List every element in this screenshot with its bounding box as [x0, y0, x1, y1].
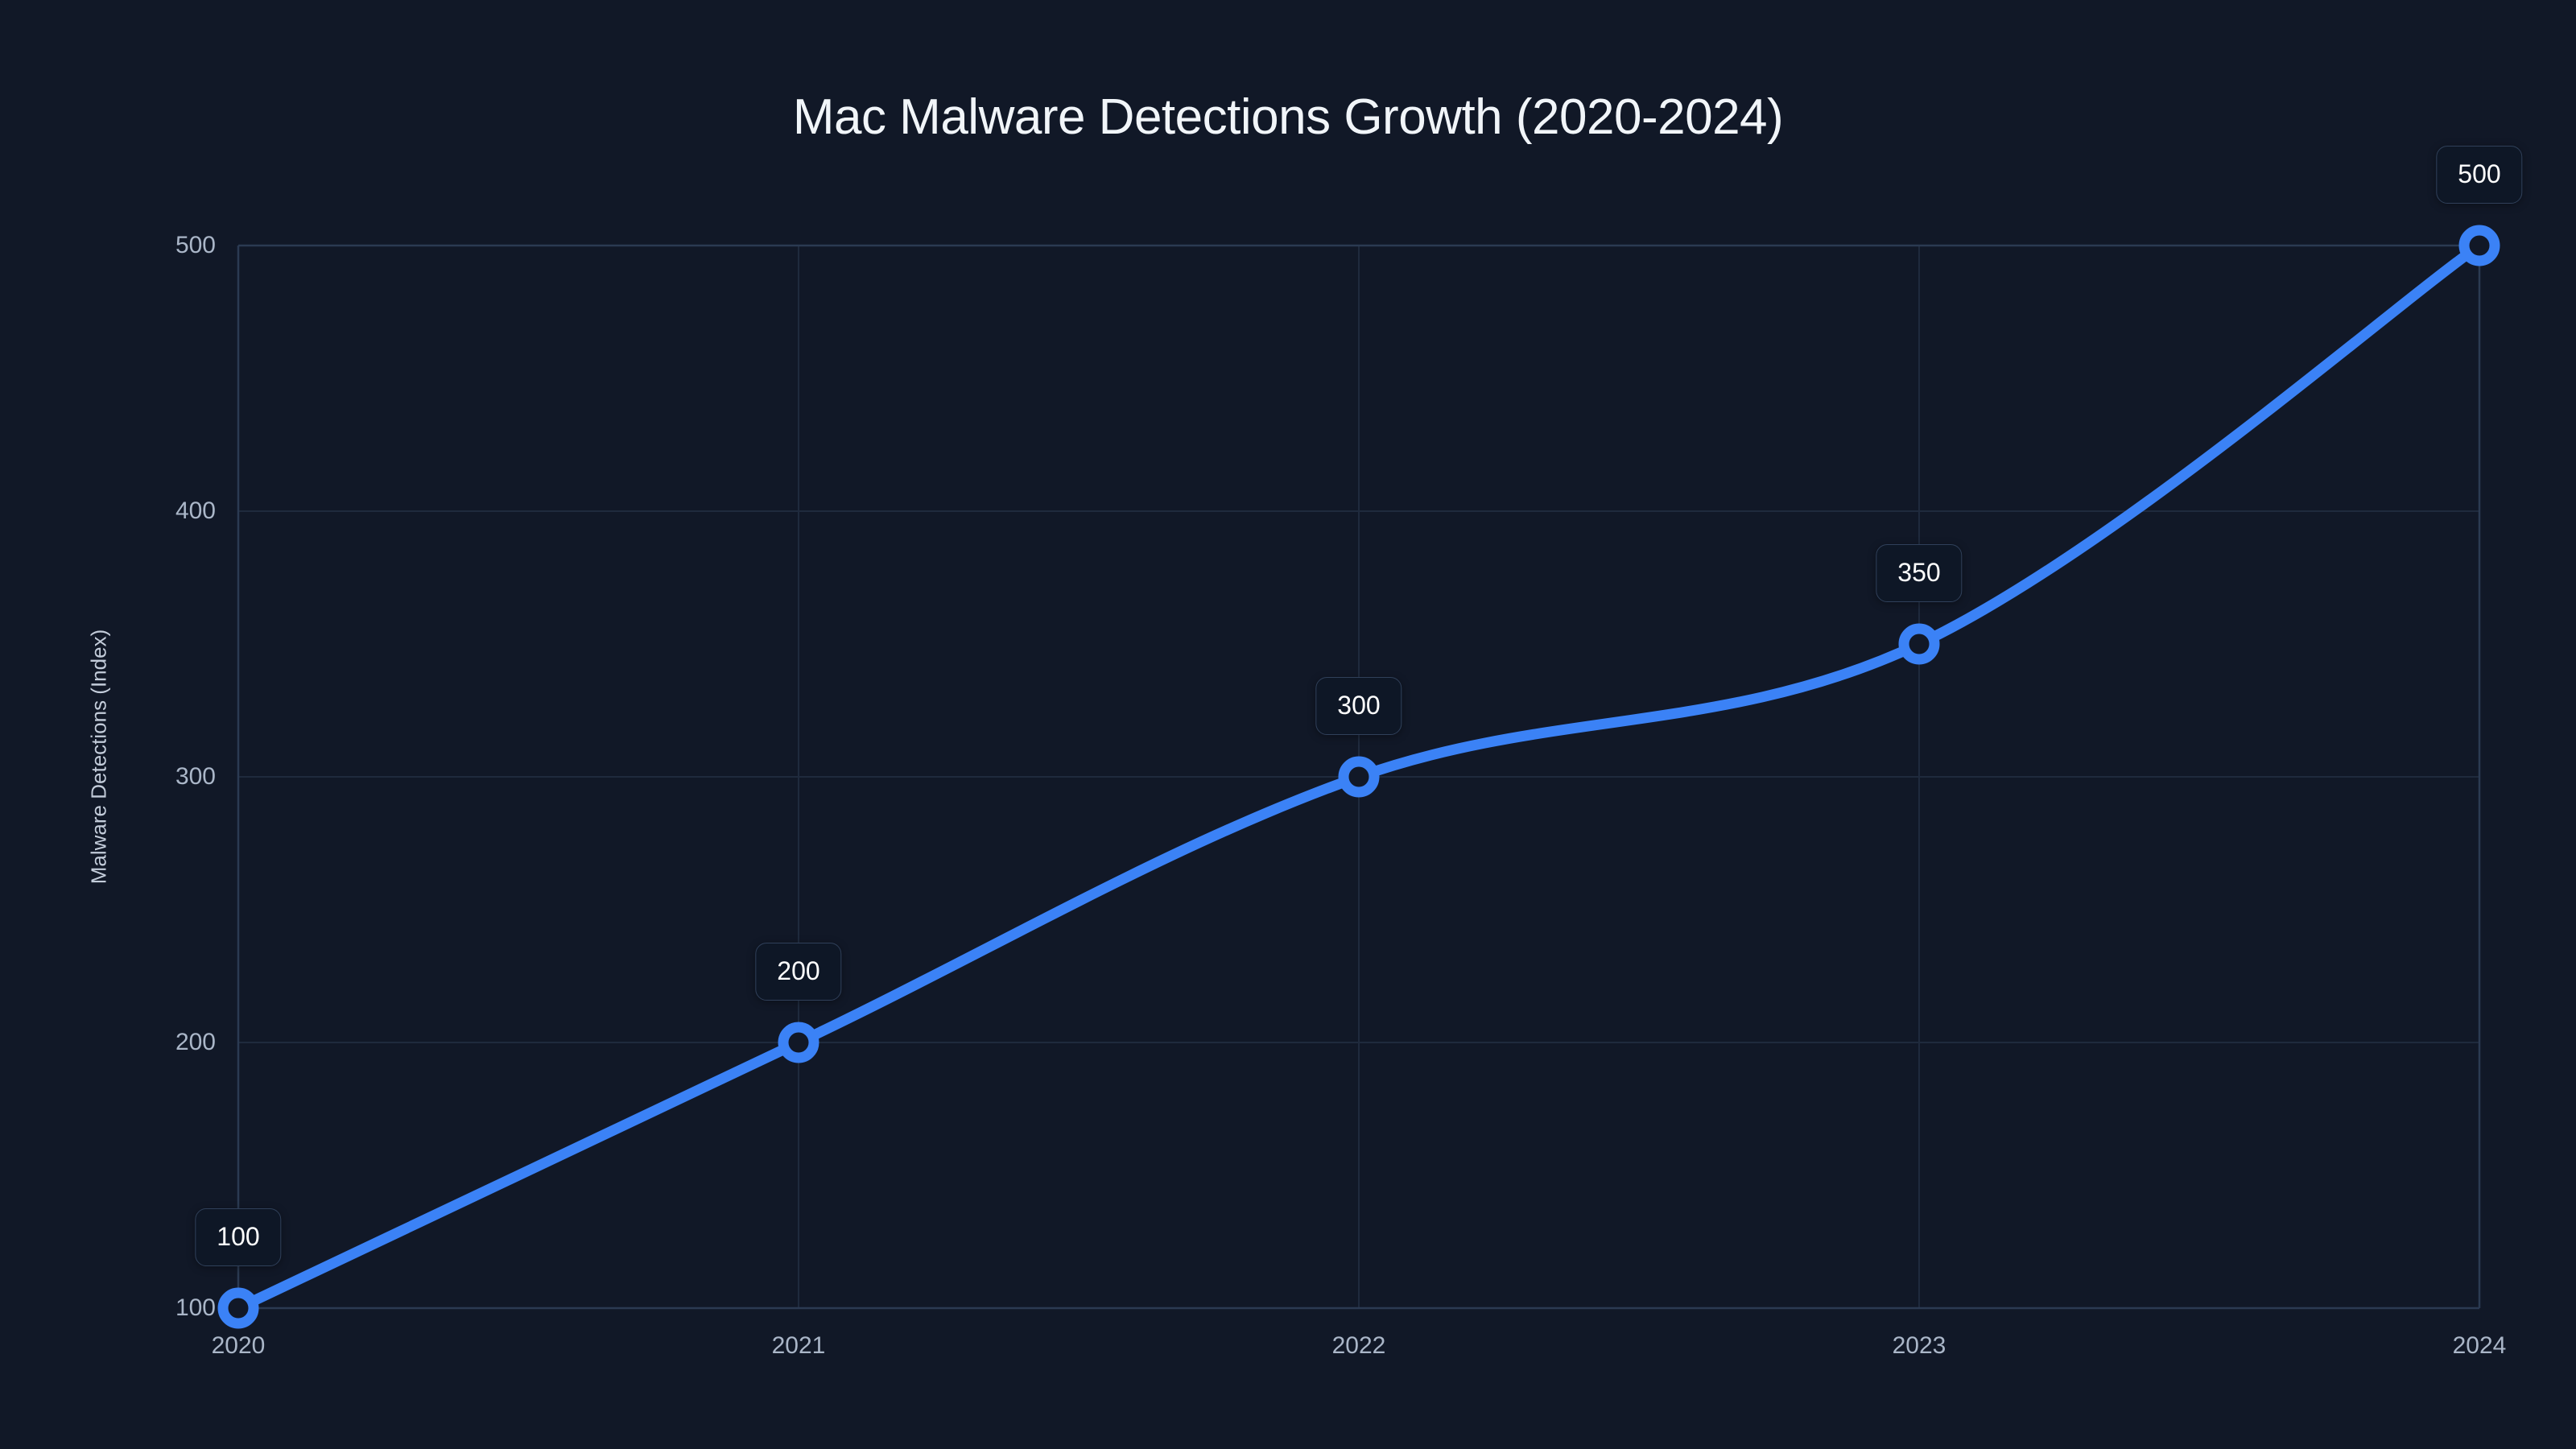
data-point-marker-2023[interactable] — [1898, 623, 1940, 665]
data-point-marker-2022[interactable] — [1338, 756, 1380, 798]
data-label-badge-2024: 500 — [2436, 146, 2523, 204]
data-label-badge-2021: 200 — [755, 943, 842, 1001]
data-point-markers[interactable] — [217, 225, 2500, 1329]
axis-lines — [237, 244, 2481, 1310]
data-point-marker-2024[interactable] — [2458, 225, 2500, 266]
data-label-badge-2023: 350 — [1876, 544, 1963, 602]
chart-title: Mac Malware Detections Growth (2020-2024… — [792, 89, 1784, 145]
data-label-badge-2022: 300 — [1315, 677, 1402, 735]
data-label-badge-2020: 100 — [195, 1208, 282, 1266]
data-point-marker-2020[interactable] — [217, 1287, 259, 1329]
data-point-marker-2021[interactable] — [778, 1022, 819, 1063]
